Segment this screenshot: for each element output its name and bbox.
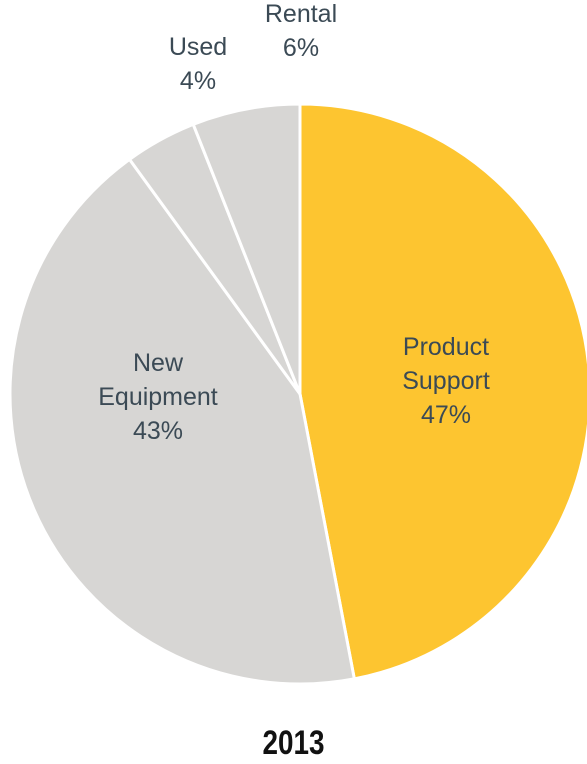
slice-value-label-2: 4%	[180, 67, 216, 95]
slice-name-label-1: Equipment	[98, 383, 218, 411]
pie-slice-1	[8, 157, 356, 686]
pie-slice-3	[191, 102, 302, 396]
slice-name-label-0: Support	[402, 367, 490, 395]
slice-name-label-2: Used	[169, 33, 227, 61]
slice-value-label-1: 43%	[133, 417, 183, 445]
chart-title: 2013	[262, 724, 325, 762]
slice-name-label-0: Product	[403, 333, 489, 361]
slice-value-label-3: 6%	[283, 34, 319, 62]
pie-slice-0	[298, 102, 587, 681]
slice-name-label-3: Rental	[265, 0, 337, 28]
pie-slices	[8, 102, 587, 686]
slice-name-label-1: New	[133, 349, 184, 377]
slice-value-label-0: 47%	[421, 401, 471, 429]
pie-labels: Product Support 47% New Equipment 43% Used 4% Re…	[98, 0, 490, 445]
